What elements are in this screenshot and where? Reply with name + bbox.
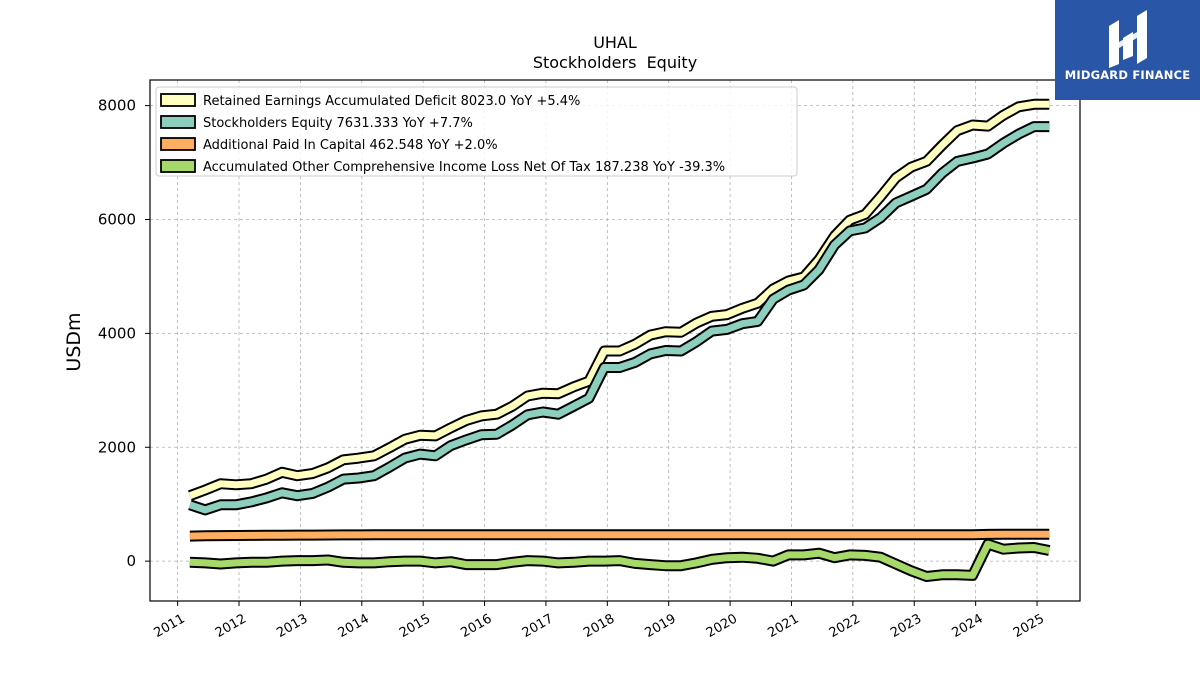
series-line-2 (189, 530, 1050, 540)
legend-label: Stockholders Equity 7631.333 YoY +7.7% (203, 116, 473, 131)
series-line-1 (188, 123, 1050, 514)
legend-swatch (160, 93, 196, 107)
legend-label: Accumulated Other Comprehensive Income L… (203, 160, 725, 175)
y-tick-label: 0 (126, 552, 136, 570)
legend: Retained Earnings Accumulated Deficit 80… (155, 86, 798, 177)
legend-swatch (160, 137, 196, 151)
legend-box (155, 86, 798, 177)
legend-swatch (160, 159, 196, 173)
brand-logo: MIDGARD FINANCE (1055, 0, 1200, 100)
y-tick-label: 4000 (98, 324, 136, 342)
logo-mark-icon (1109, 10, 1147, 68)
series-line-3 (189, 540, 1050, 580)
series-line-0 (188, 100, 1050, 499)
plot-frame (149, 79, 1081, 602)
y-axis-label: USDm (63, 312, 85, 371)
chart-title: UHAL (593, 33, 637, 52)
y-tick-label: 2000 (98, 438, 136, 456)
legend-label: Retained Earnings Accumulated Deficit 80… (203, 94, 580, 109)
legend-label: Additional Paid In Capital 462.548 YoY +… (203, 138, 498, 153)
legend-swatch (160, 115, 196, 129)
brand-name: MIDGARD FINANCE (1064, 68, 1191, 82)
chart-subtitle: Stockholders Equity (533, 53, 697, 72)
y-tick-label: 8000 (98, 97, 136, 115)
series-lines (187, 98, 1051, 582)
y-tick-label: 6000 (98, 211, 136, 229)
